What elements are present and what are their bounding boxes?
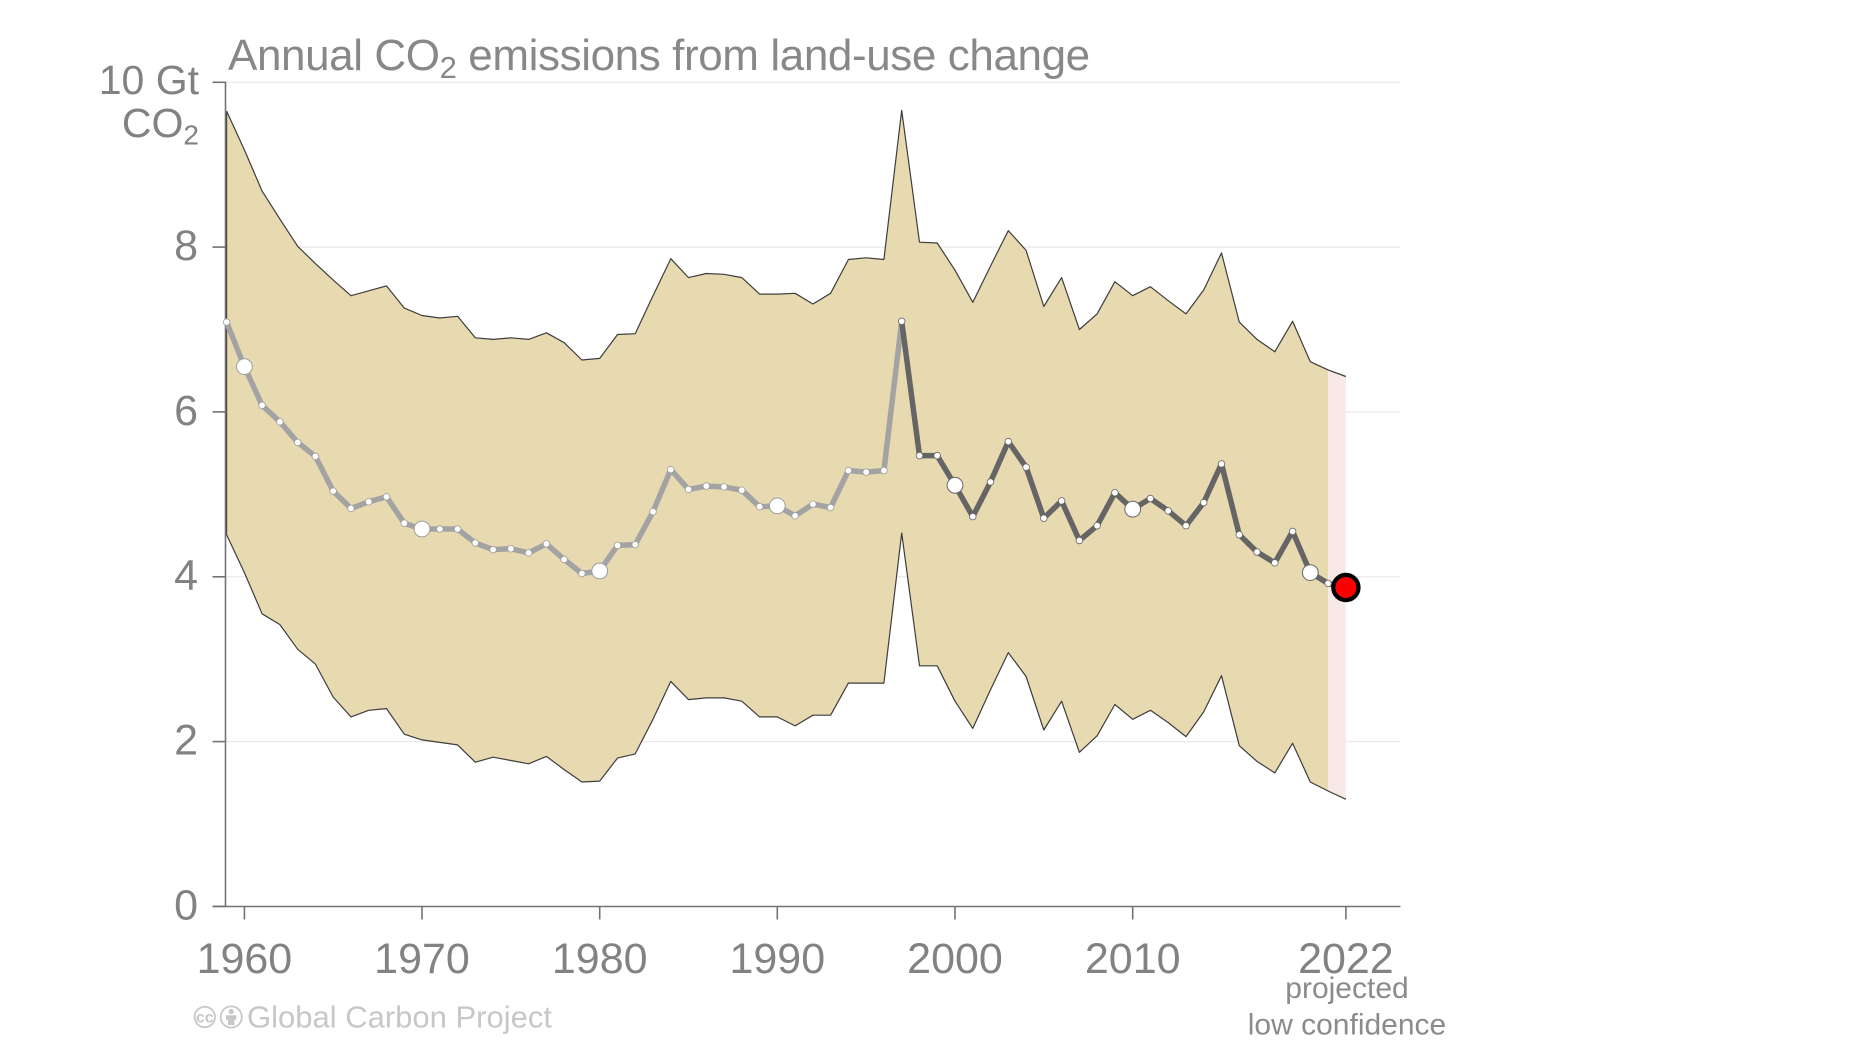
svg-text:0: 0 bbox=[174, 881, 198, 929]
svg-text:2022: 2022 bbox=[1298, 935, 1394, 983]
svg-text:1990: 1990 bbox=[729, 935, 825, 983]
svg-text:6: 6 bbox=[174, 387, 198, 435]
svg-text:projected: projected bbox=[1285, 972, 1408, 1005]
svg-text:2: 2 bbox=[174, 717, 198, 765]
svg-text:Global Carbon Project: Global Carbon Project bbox=[247, 1000, 552, 1035]
svg-text:Annual CO2 emissions from land: Annual CO2 emissions from land-use chang… bbox=[228, 31, 1090, 85]
svg-text:2000: 2000 bbox=[907, 935, 1003, 983]
svg-text:1960: 1960 bbox=[197, 935, 293, 983]
svg-text:CO2: CO2 bbox=[122, 100, 199, 151]
svg-text:2010: 2010 bbox=[1085, 935, 1181, 983]
svg-text:4: 4 bbox=[174, 552, 198, 600]
svg-text:low confidence: low confidence bbox=[1248, 1009, 1446, 1042]
svg-text:10 Gt: 10 Gt bbox=[99, 57, 200, 103]
svg-text:1970: 1970 bbox=[374, 935, 470, 983]
svg-text:8: 8 bbox=[174, 222, 198, 270]
svg-text:cc: cc bbox=[196, 1010, 214, 1027]
svg-text:1980: 1980 bbox=[552, 935, 648, 983]
